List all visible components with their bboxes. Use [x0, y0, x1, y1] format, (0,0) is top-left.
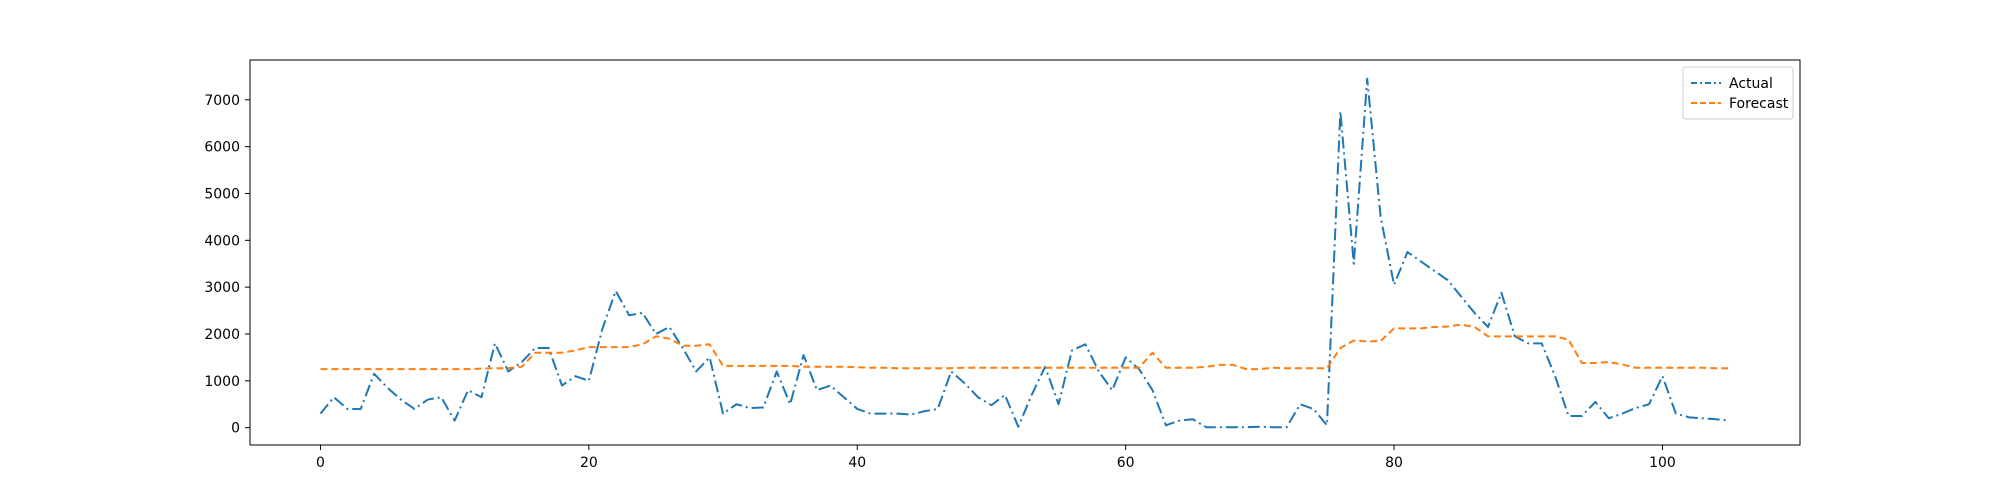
legend-box [1682, 66, 1794, 120]
y-tick-label: 0 [231, 421, 240, 437]
y-tick-label: 5000 [204, 186, 240, 202]
legend: Actual Forecast [1682, 66, 1794, 120]
y-tick-label: 6000 [204, 140, 240, 156]
y-tick-label: 4000 [204, 233, 240, 249]
y-tick-label: 7000 [204, 93, 240, 109]
series-layer [319, 77, 1730, 429]
x-tick-label: 20 [580, 455, 598, 471]
axes-layer: 0 20 40 60 80 1000100020003000400050006000700… [204, 93, 1675, 471]
x-tick-label: 40 [848, 455, 866, 471]
plot-area [250, 60, 1800, 445]
legend-label-actual: Actual [1729, 76, 1773, 92]
series-line-forecast [320, 323, 1730, 371]
legend-label-forecast: Forecast [1729, 96, 1789, 112]
y-tick-label: 2000 [204, 327, 240, 343]
plot-frame [249, 59, 1801, 446]
x-tick-label: 0 [316, 455, 325, 471]
x-tick-label: 60 [1117, 455, 1135, 471]
y-tick-label: 1000 [204, 374, 240, 390]
x-tick-label: 80 [1385, 455, 1403, 471]
series-line-actual [319, 77, 1730, 429]
x-tick-label: 100 [1649, 455, 1676, 471]
y-tick-label: 3000 [204, 280, 240, 296]
